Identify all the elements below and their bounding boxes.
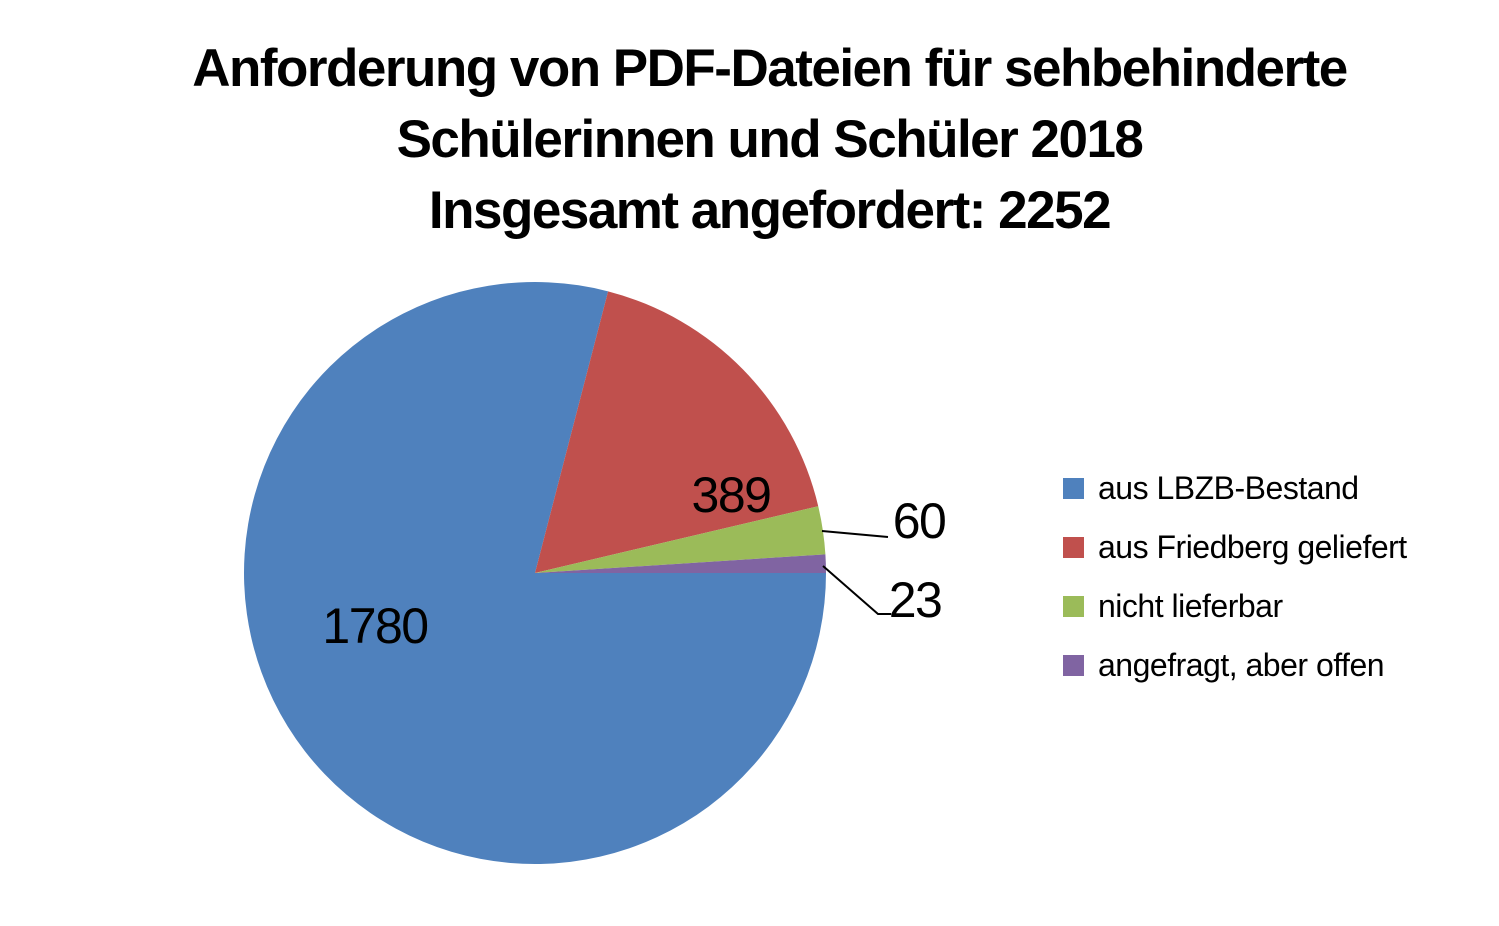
legend: aus LBZB-Bestand aus Friedberg geliefert… [1063,459,1407,695]
legend-swatch [1063,537,1084,558]
pie-slice-aus-friedberg-geliefert [535,291,819,573]
leader-line-23 [822,565,891,615]
leader-line-60 [821,530,889,538]
chart-title-line-2: Schülerinnen und Schüler 2018 [396,110,1144,169]
pie-slice-nicht-lieferbar [535,506,826,573]
legend-label: angefragt, aber offen [1098,647,1385,683]
chart-title-line-3: Insgesamt angefordert: 2252 [428,181,1112,240]
legend-item: aus Friedberg geliefert [1063,518,1407,577]
pie-slice-angefragt-aber-offen [535,554,826,573]
legend-swatch [1063,655,1084,676]
data-label-slice-3: 60 [892,493,947,549]
data-label-slice-4: 23 [888,572,943,628]
legend-item: nicht lieferbar [1063,577,1407,636]
chart-title-line-1: Anforderung von PDF-Dateien für sehbehin… [192,39,1348,98]
pie-slice-aus-lbzb-bestand [243,282,826,865]
chart-title: Anforderung von PDF-Dateien für sehbehin… [40,33,1499,246]
data-label-slice-1: 1780 [322,598,429,654]
pie-slices-group [243,282,826,865]
legend-label: aus Friedberg geliefert [1098,529,1407,565]
legend-swatch [1063,596,1084,617]
legend-item: aus LBZB-Bestand [1063,459,1407,518]
data-label-slice-2: 389 [691,467,772,523]
legend-swatch [1063,478,1084,499]
legend-label: aus LBZB-Bestand [1098,470,1359,506]
legend-label: nicht lieferbar [1098,588,1283,624]
legend-item: angefragt, aber offen [1063,636,1407,695]
